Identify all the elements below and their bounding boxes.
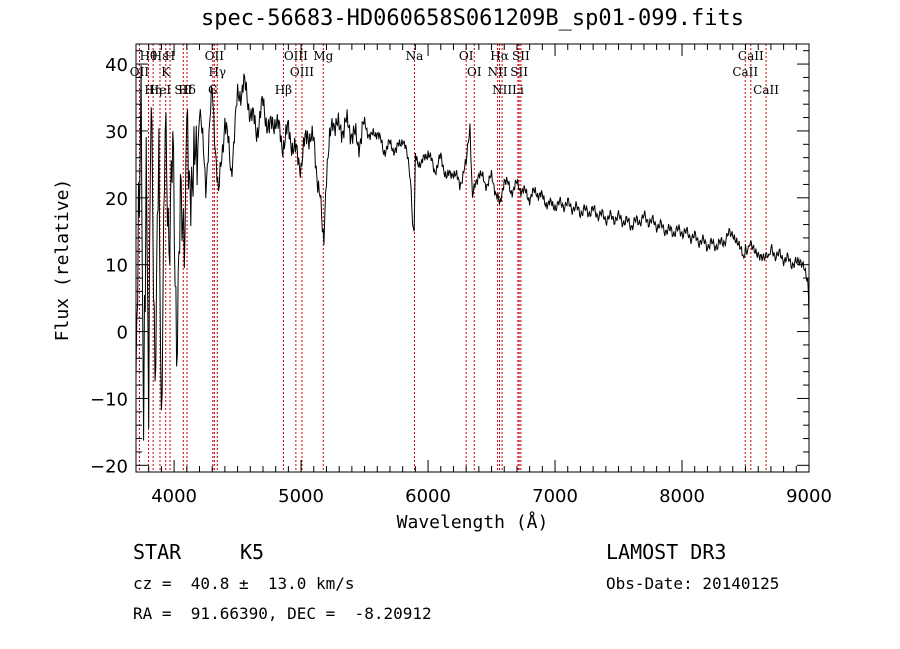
line-marker-label: Hβ bbox=[275, 83, 292, 97]
line-marker-label: SII bbox=[512, 49, 530, 63]
y-tick-label: 0 bbox=[117, 323, 128, 344]
x-tick-label: 4000 bbox=[151, 486, 197, 507]
line-marker-label: OIII bbox=[284, 49, 308, 63]
line-marker-label: Hε bbox=[152, 49, 169, 63]
coordinates: RA = 91.66390, DEC = -8.20912 bbox=[133, 604, 432, 623]
y-tick-label: 30 bbox=[105, 122, 128, 143]
line-marker-label: NII bbox=[492, 83, 512, 97]
spectrum-series bbox=[135, 65, 810, 441]
line-marker-label: Hδ bbox=[178, 83, 196, 97]
y-tick-label: −20 bbox=[90, 456, 128, 477]
line-marker-label: CaII bbox=[732, 65, 758, 79]
y-axis-label: Flux (relative) bbox=[52, 179, 73, 342]
axes bbox=[135, 43, 810, 473]
redshift-velocity: cz = 40.8 ± 13.0 km/s bbox=[133, 574, 355, 593]
observation-date: Obs-Date: 20140125 bbox=[606, 574, 780, 593]
tick-labels: 4000 5000 6000 7000 8000 9000 −20 −10 0 10 20 30 40 bbox=[90, 55, 832, 507]
line-marker-label: Hγ bbox=[208, 65, 226, 79]
line-marker-label: Na bbox=[406, 49, 424, 63]
x-tick-label: 7000 bbox=[532, 486, 578, 507]
spectrum-line bbox=[135, 65, 810, 441]
line-marker-label: OIII bbox=[290, 65, 314, 79]
line-marker-label: OII bbox=[130, 65, 150, 79]
line-marker-label: CaII bbox=[738, 49, 764, 63]
line-marker-label: Hα bbox=[490, 49, 509, 63]
ticks bbox=[136, 44, 810, 472]
line-marker-label: Hη bbox=[144, 83, 162, 97]
x-tick-label: 5000 bbox=[278, 486, 324, 507]
plot-frame bbox=[135, 43, 810, 473]
y-tick-label: 20 bbox=[105, 189, 128, 210]
line-marker-label: Li bbox=[512, 83, 524, 97]
y-tick-label: 10 bbox=[105, 256, 128, 277]
x-axis-label: Wavelength (Å) bbox=[397, 511, 549, 533]
chart-title: spec-56683-HD060658S061209B_sp01-099.fit… bbox=[200, 6, 745, 31]
object-class: STAR bbox=[133, 540, 182, 564]
spectral-subclass: K5 bbox=[240, 540, 265, 564]
y-tick-label: 40 bbox=[105, 55, 128, 76]
line-marker-label: Mg bbox=[313, 49, 333, 63]
line-marker-label: Hθ bbox=[140, 49, 158, 63]
line-marker-label: HeI bbox=[149, 83, 172, 97]
line-marker-label: OI bbox=[467, 65, 482, 79]
line-marker-label: OII bbox=[205, 49, 225, 63]
line-marker-label: CaII bbox=[753, 83, 779, 97]
x-tick-label: 6000 bbox=[405, 486, 451, 507]
line-marker-label: G bbox=[208, 83, 218, 97]
line-marker-label: SII bbox=[174, 83, 192, 97]
survey-name: LAMOST DR3 bbox=[606, 540, 727, 564]
line-marker-label: SII bbox=[510, 65, 528, 79]
y-tick-label: −10 bbox=[90, 389, 128, 410]
line-marker-label: NII bbox=[488, 65, 508, 79]
line-marker-label: OI bbox=[459, 49, 474, 63]
axis-labels: Wavelength (Å) Flux (relative) bbox=[52, 179, 548, 533]
line-marker-label: H bbox=[165, 49, 175, 63]
x-tick-label: 9000 bbox=[786, 486, 832, 507]
x-tick-label: 8000 bbox=[659, 486, 705, 507]
line-markers bbox=[138, 44, 767, 472]
line-marker-label: K bbox=[161, 65, 171, 79]
